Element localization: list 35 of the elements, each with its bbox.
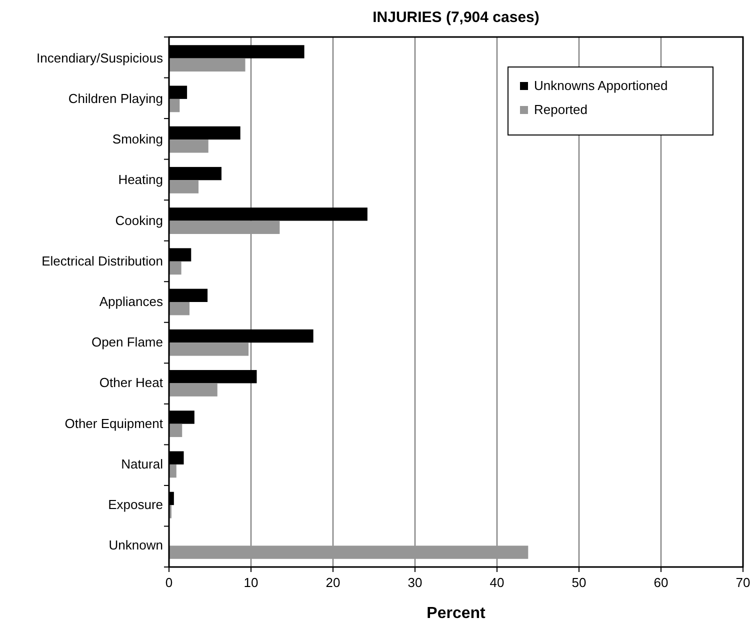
x-tick-label: 60 [654,575,668,590]
bar [169,546,528,559]
bar [169,220,280,234]
legend-label: Unknowns Apportioned [534,78,668,93]
y-tick-label: Appliances [99,294,164,309]
x-tick-label: 70 [736,575,750,590]
x-tick-label: 30 [408,575,422,590]
y-tick-label: Children Playing [68,90,163,106]
y-tick-label: Exposure [108,497,163,512]
y-tick-label: Natural [121,456,164,472]
y-tick-label: Smoking [112,132,163,147]
x-tick-label: 40 [490,575,504,590]
y-tick-label: Electrical Distribution [42,253,163,268]
y-tick-label: Other Equipment [64,416,164,431]
x-tick-label: 50 [572,575,586,590]
bar [169,342,249,356]
bar [169,261,182,275]
y-tick-label: Unknown [108,538,163,553]
chart-title: INJURIES (7,904 cases) [372,9,540,26]
y-tick-label: Incendiary/Suspicious [36,50,164,66]
bar [169,140,208,153]
x-tick-label: 10 [244,575,258,590]
x-tick-label: 0 [165,575,173,590]
y-tick-label: Cooking [115,212,163,228]
bar [169,424,182,438]
y-tick-label: Heating [118,172,163,188]
x-tick-label: 20 [326,575,340,590]
bar [169,58,246,72]
y-tick-label: Open Flame [91,334,163,350]
bar [169,302,190,316]
bar [169,383,218,396]
bar [169,180,199,194]
x-axis-title: Percent [426,605,486,622]
legend-label: Reported [534,102,588,117]
y-tick-label: Other Heat [99,375,164,390]
